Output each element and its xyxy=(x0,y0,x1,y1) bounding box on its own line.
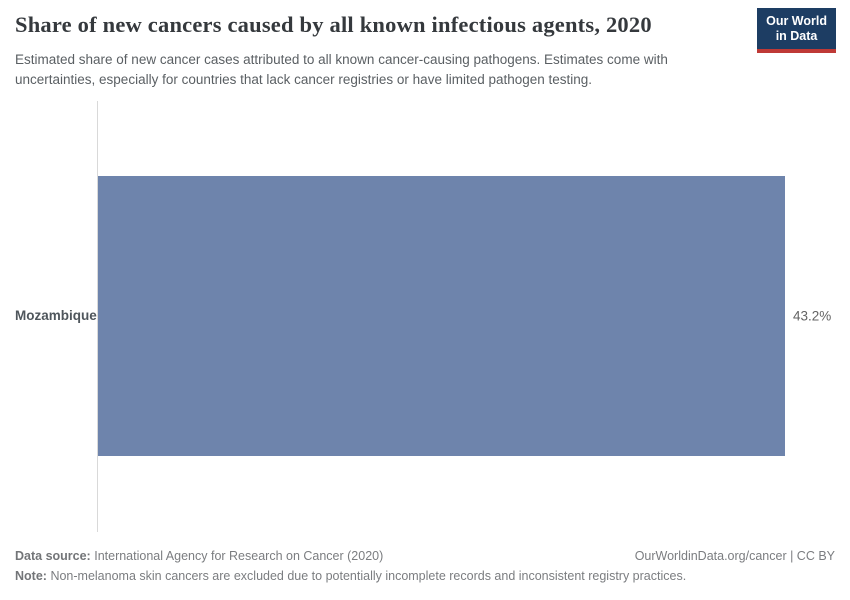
bar-value-label: 43.2% xyxy=(793,308,832,324)
note-line: Note: Non-melanoma skin cancers are excl… xyxy=(15,566,835,586)
page-title: Share of new cancers caused by all known… xyxy=(15,12,652,37)
footer-source-row: Data source: International Agency for Re… xyxy=(15,546,835,566)
owid-logo-line1: Our World xyxy=(766,14,827,28)
footer: Data source: International Agency for Re… xyxy=(15,546,835,586)
bar[interactable] xyxy=(98,176,785,456)
entity-label: Mozambique xyxy=(15,308,97,323)
y-axis-line xyxy=(97,101,98,532)
owid-logo[interactable]: Our World in Data xyxy=(757,8,836,53)
chart-subtitle: Estimated share of new cancer cases attr… xyxy=(15,52,668,87)
note-text: Non-melanoma skin cancers are excluded d… xyxy=(50,569,687,583)
bar-track: 43.2% xyxy=(98,176,831,456)
owid-logo-line2: in Data xyxy=(775,29,818,43)
attribution-link[interactable]: OurWorldinData.org/cancer | CC BY xyxy=(634,549,835,563)
note-label: Note: xyxy=(15,569,47,583)
data-source-label: Data source: xyxy=(15,549,91,563)
data-source-line: Data source: International Agency for Re… xyxy=(15,546,383,566)
bar-chart: Mozambique 43.2% xyxy=(15,101,835,532)
data-source-text: International Agency for Research on Can… xyxy=(94,549,384,563)
